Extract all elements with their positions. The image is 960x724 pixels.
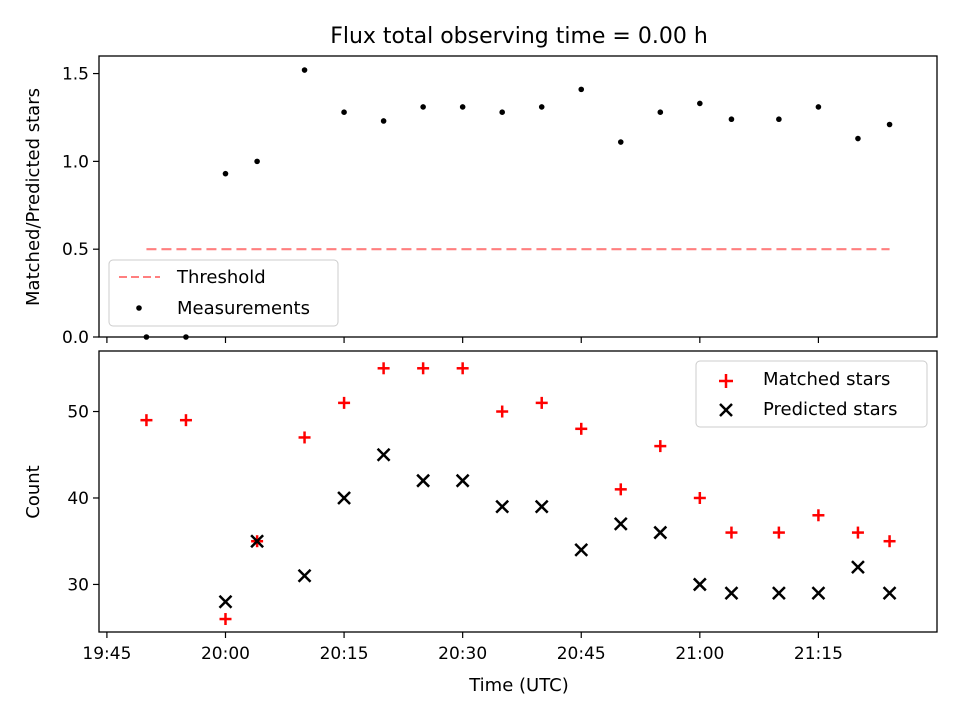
matched-star-point xyxy=(456,362,469,375)
ratio-y-tick-label: 1.5 xyxy=(62,65,89,85)
measurement-point xyxy=(697,100,703,107)
ratio-marks xyxy=(143,67,893,340)
ratio-legend: Threshold Measurements xyxy=(108,259,339,327)
matched-star-point xyxy=(179,414,192,427)
measurement-point xyxy=(855,135,861,142)
measurement-point xyxy=(886,121,893,128)
x-tick-label: 20:15 xyxy=(320,644,369,664)
x-tick-label: 21:00 xyxy=(675,644,724,664)
x-tick-label: 19:45 xyxy=(82,644,131,664)
matched-star-point xyxy=(377,362,390,375)
count-panel: 30 40 50 19:45 20:00 20:15 20:30 20:45 21:00 21:… xyxy=(23,350,938,696)
predicted-star-point xyxy=(724,586,739,600)
count-legend-box xyxy=(695,360,928,428)
predicted-star-point xyxy=(851,560,865,575)
predicted-star-point xyxy=(495,499,510,514)
x-tick-label: 21:15 xyxy=(794,644,843,664)
figure-title: Flux total observing time = 0.00 h xyxy=(330,24,708,49)
measurement-point xyxy=(815,104,822,110)
predicted-star-point xyxy=(613,517,628,531)
matched-star-point xyxy=(535,396,548,409)
x-tick-label: 20:00 xyxy=(201,644,250,664)
predicted-star-point xyxy=(772,586,786,600)
matched-star-point xyxy=(883,535,896,548)
measurement-point xyxy=(380,118,387,124)
predicted-star-point xyxy=(574,542,589,557)
ratio-y-tick-label: 0.5 xyxy=(62,240,89,260)
count-x-axis: 19:45 20:00 20:15 20:30 20:45 21:00 21:15 xyxy=(82,632,843,664)
predicted-star-point xyxy=(250,534,264,549)
measurement-point xyxy=(499,109,505,115)
predicted-star-point xyxy=(218,594,233,609)
predicted-star-point xyxy=(882,586,897,600)
ratio-panel-frame xyxy=(98,55,938,338)
matched-star-point xyxy=(140,414,153,427)
measurement-point xyxy=(728,116,735,123)
matched-star-point xyxy=(219,613,232,626)
predicted-legend-swatch xyxy=(719,403,733,417)
matched-star-point xyxy=(725,526,738,539)
matched-star-point xyxy=(851,526,864,539)
measurement-point xyxy=(254,158,260,165)
count-panel-frame xyxy=(98,350,938,633)
count-legend: Matched stars Predicted stars xyxy=(695,360,928,428)
matched-star-point xyxy=(338,396,351,409)
count-y-tick-label: 30 xyxy=(67,575,89,595)
ratio-y-axis-label: Matched/Predicted stars xyxy=(23,88,44,306)
count-y-axis: 30 40 50 xyxy=(67,403,99,595)
predicted-star-point xyxy=(337,491,351,505)
count-y-tick-label: 40 xyxy=(67,489,89,509)
matched-star-point xyxy=(298,431,311,444)
measurement-point xyxy=(578,86,585,93)
matched-star-point xyxy=(496,405,509,418)
x-tick-label: 20:30 xyxy=(438,644,487,664)
measurement-point xyxy=(617,139,624,145)
ratio-legend-box xyxy=(108,259,339,327)
matched-star-point xyxy=(614,483,627,496)
matched-legend-swatch xyxy=(719,374,733,388)
threshold-legend-label: Threshold xyxy=(176,267,266,288)
matched-star-point xyxy=(654,440,667,453)
x-tick-label: 20:45 xyxy=(557,644,606,664)
measurement-point xyxy=(459,104,466,110)
measurement-point xyxy=(420,104,426,110)
count-y-axis-label: Count xyxy=(23,465,44,518)
ratio-y-tick-label: 0.0 xyxy=(62,328,89,348)
predicted-star-point xyxy=(534,499,549,514)
predicted-star-point xyxy=(653,525,668,540)
matched-legend-label: Matched stars xyxy=(763,369,890,390)
measurements-legend-swatch xyxy=(136,305,142,311)
matched-star-point xyxy=(693,491,706,504)
predicted-star-point xyxy=(416,473,431,488)
matched-star-point xyxy=(772,526,785,539)
matched-star-point xyxy=(417,362,430,375)
measurement-point xyxy=(776,116,782,123)
predicted-star-point xyxy=(692,577,707,592)
predicted-star-point xyxy=(297,568,312,583)
matched-star-point xyxy=(812,509,825,522)
predicted-star-point xyxy=(811,586,826,600)
ratio-x-tickmarks xyxy=(106,337,820,343)
measurement-point xyxy=(657,109,664,115)
predicted-legend-label: Predicted stars xyxy=(763,399,897,420)
ratio-panel: 0.0 0.5 1.0 1.5 Matched/Predicted stars Thr… xyxy=(23,55,938,348)
count-y-tick-label: 50 xyxy=(67,403,89,423)
ratio-y-axis: 0.0 0.5 1.0 1.5 xyxy=(62,65,99,348)
measurements-legend-label: Measurements xyxy=(177,298,310,319)
measurement-point xyxy=(538,104,545,110)
predicted-star-point xyxy=(376,447,391,462)
measurement-point xyxy=(222,170,229,177)
measurement-point xyxy=(301,67,308,73)
matched-star-point xyxy=(575,422,588,435)
predicted-star-point xyxy=(455,473,470,488)
x-axis-label: Time (UTC) xyxy=(468,675,569,696)
count-marks xyxy=(140,362,897,626)
ratio-y-tick-label: 1.0 xyxy=(62,152,89,172)
measurement-point xyxy=(341,109,347,115)
